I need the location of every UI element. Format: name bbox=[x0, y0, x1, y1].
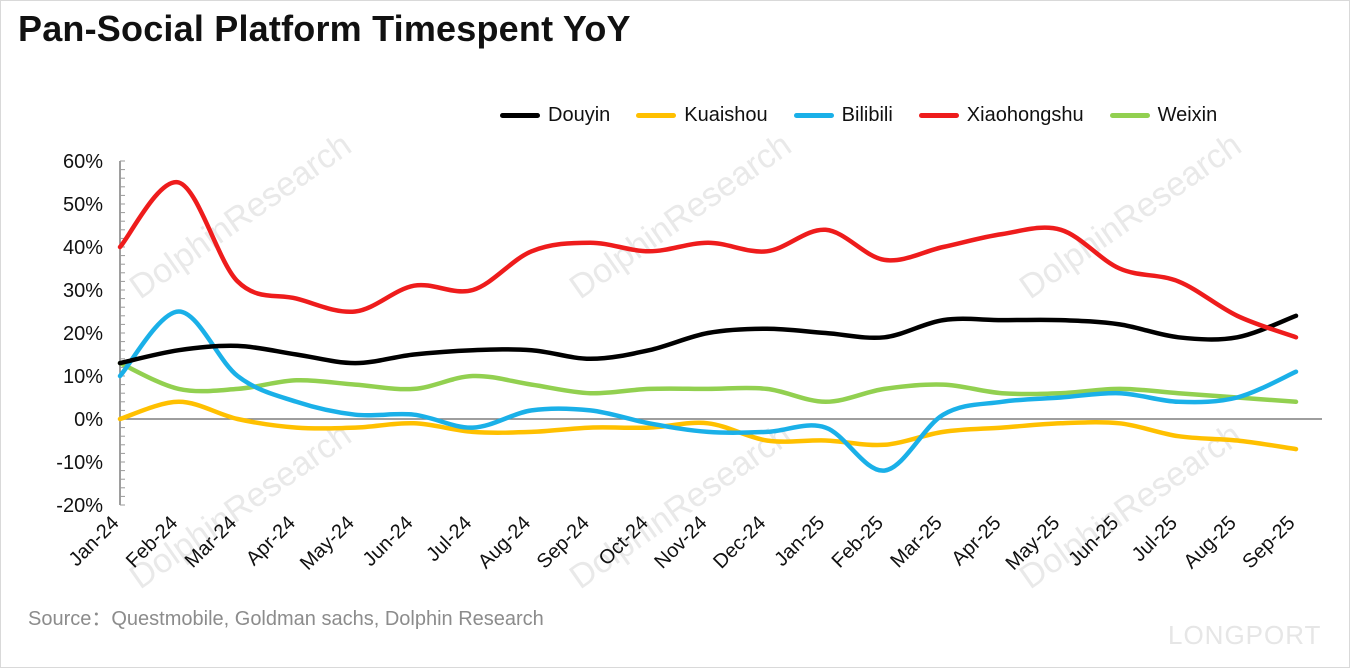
y-tick-label: 60% bbox=[63, 151, 103, 173]
y-tick-label: 50% bbox=[63, 194, 103, 216]
series-line-bilibili bbox=[117, 309, 1299, 473]
x-tick-label: Mar-25 bbox=[886, 512, 946, 572]
watermark-text: DolphinResearch bbox=[1013, 126, 1248, 307]
chart-title: Pan-Social Platform Timespent YoY bbox=[18, 8, 631, 49]
y-tick-label: -10% bbox=[56, 452, 103, 474]
legend: Douyin Kuaishou Bilibili Xiaohongshu Wei… bbox=[500, 104, 1217, 127]
legend-item-bilibili: Bilibili bbox=[793, 104, 893, 127]
legend-swatch-douyin bbox=[500, 113, 540, 118]
x-tick-label: Jul-24 bbox=[422, 512, 476, 566]
watermark-text: DolphinResearch bbox=[1013, 416, 1248, 597]
y-tick-label: -20% bbox=[56, 495, 103, 517]
x-tick-label: Jan-25 bbox=[770, 512, 829, 571]
legend-item-douyin: Douyin bbox=[500, 104, 610, 127]
x-tick-label: Aug-24 bbox=[474, 512, 535, 573]
x-tick-label: Dec-24 bbox=[709, 512, 770, 573]
watermark-text: DolphinResearch bbox=[123, 416, 358, 597]
legend-item-weixin: Weixin bbox=[1109, 104, 1218, 127]
legend-label-douyin: Douyin bbox=[548, 104, 611, 126]
legend-swatch-weixin bbox=[1109, 113, 1150, 118]
series-layer bbox=[117, 180, 1299, 473]
x-tick-label: Sep-25 bbox=[1238, 512, 1299, 573]
series-line-kuaishou bbox=[117, 399, 1299, 452]
watermark-text: DolphinResearch bbox=[123, 126, 358, 307]
series-line-xiaohongshu bbox=[117, 180, 1299, 340]
series-line-douyin bbox=[117, 313, 1299, 366]
watermark-text: DolphinResearch bbox=[563, 416, 798, 597]
legend-item-kuaishou: Kuaishou bbox=[636, 104, 768, 127]
legend-label-weixin: Weixin bbox=[1157, 104, 1218, 126]
source-note: Source：Questmobile, Goldman sachs, Dolph… bbox=[28, 608, 544, 630]
legend-label-kuaishou: Kuaishou bbox=[684, 104, 768, 126]
y-tick-label: 10% bbox=[63, 366, 103, 388]
legend-item-xiaohongshu: Xiaohongshu bbox=[918, 104, 1084, 127]
y-tick-label: 0% bbox=[74, 409, 103, 431]
series-line-weixin bbox=[117, 360, 1299, 405]
y-tick-label: 30% bbox=[63, 280, 103, 302]
x-tick-label: Feb-25 bbox=[828, 512, 888, 572]
x-tick-label: Aug-25 bbox=[1180, 512, 1241, 573]
brand-watermark: LONGPORT bbox=[1168, 620, 1322, 650]
y-tick-label: 40% bbox=[63, 237, 103, 259]
x-tick-label: Apr-25 bbox=[948, 512, 1006, 570]
legend-swatch-xiaohongshu bbox=[918, 113, 959, 118]
legend-swatch-kuaishou bbox=[636, 113, 677, 118]
y-tick-label: 20% bbox=[63, 323, 103, 345]
watermark-text: DolphinResearch bbox=[563, 126, 798, 307]
legend-label-xiaohongshu: Xiaohongshu bbox=[966, 104, 1084, 126]
legend-label-bilibili: Bilibili bbox=[841, 104, 893, 126]
x-tick-label: Jan-24 bbox=[65, 512, 124, 571]
legend-swatch-bilibili bbox=[793, 113, 834, 118]
x-tick-label: Jun-24 bbox=[359, 512, 418, 571]
x-tick-label: May-24 bbox=[296, 512, 359, 575]
